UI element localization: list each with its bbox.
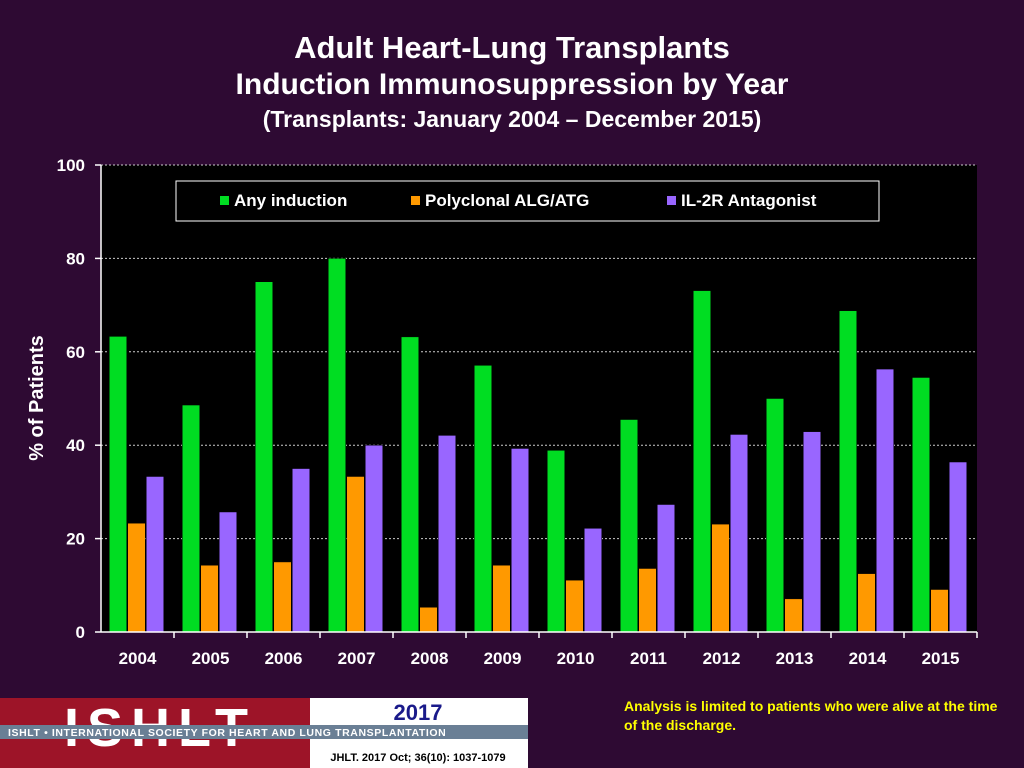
bar bbox=[182, 404, 200, 633]
y-tick-label: 40 bbox=[66, 436, 85, 455]
y-tick-label: 20 bbox=[66, 530, 85, 549]
x-tick-label: 2007 bbox=[338, 649, 376, 668]
x-tick-label: 2010 bbox=[557, 649, 595, 668]
legend-label: Polyclonal ALG/ATG bbox=[425, 191, 589, 210]
bar bbox=[255, 281, 273, 633]
bar bbox=[711, 523, 730, 633]
bar bbox=[401, 336, 419, 633]
bar bbox=[346, 476, 365, 633]
bar bbox=[109, 336, 127, 633]
bar bbox=[784, 598, 803, 633]
y-axis-label: % of Patients bbox=[26, 335, 48, 461]
gridlines bbox=[101, 164, 977, 540]
bar bbox=[803, 431, 821, 633]
bar bbox=[565, 579, 584, 633]
bar bbox=[638, 568, 657, 633]
bar bbox=[438, 435, 456, 633]
legend: Any induction Polyclonal ALG/ATG IL-2R Ant… bbox=[175, 180, 880, 222]
y-tick-label: 0 bbox=[76, 623, 85, 642]
bar bbox=[584, 528, 602, 633]
legend-label: IL-2R Antagonist bbox=[681, 191, 817, 210]
bar bbox=[730, 434, 748, 633]
bar bbox=[876, 368, 894, 633]
bar bbox=[419, 606, 438, 633]
logo-tagline: ISHLT • INTERNATIONAL SOCIETY FOR HEART … bbox=[8, 727, 446, 739]
y-tick-label: 60 bbox=[66, 343, 85, 362]
bar bbox=[365, 444, 383, 633]
bar bbox=[766, 398, 784, 633]
bar bbox=[547, 450, 565, 633]
bar bbox=[839, 310, 857, 633]
bar bbox=[127, 522, 146, 633]
x-tick-label: 2015 bbox=[922, 649, 960, 668]
bar bbox=[693, 290, 711, 633]
chart-subtitle: Induction Immunosuppression by Year bbox=[235, 68, 789, 101]
logo-year: 2017 bbox=[394, 700, 443, 725]
bar bbox=[930, 589, 949, 633]
legend-swatch bbox=[220, 196, 229, 205]
x-tick-label: 2013 bbox=[776, 649, 814, 668]
x-tick-label: 2004 bbox=[119, 649, 157, 668]
bar bbox=[949, 461, 967, 633]
bar bbox=[511, 448, 529, 633]
bar bbox=[912, 377, 930, 633]
bar bbox=[492, 564, 511, 633]
citation: JHLT. 2017 Oct; 36(10): 1037-1079 bbox=[330, 752, 505, 764]
y-tick-label: 80 bbox=[66, 249, 85, 268]
legend-box bbox=[175, 180, 880, 222]
x-tick-label: 2011 bbox=[630, 649, 667, 668]
bar bbox=[620, 419, 638, 633]
analysis-note: Analysis is limited to patients who were… bbox=[624, 698, 998, 733]
bar bbox=[474, 365, 492, 633]
bar bbox=[328, 258, 346, 633]
x-tick-labels: 2004 2005 2006 2007 2008 2009 2010 2011 2012 2013… bbox=[119, 632, 978, 668]
x-tick-label: 2009 bbox=[484, 649, 522, 668]
y-tick-label: 100 bbox=[57, 156, 85, 175]
bar bbox=[146, 476, 164, 633]
x-tick-label: 2008 bbox=[411, 649, 449, 668]
x-tick-label: 2006 bbox=[265, 649, 303, 668]
ishlt-logo: ISHLT ISHLT • INTERNATIONAL SOCIETY FOR … bbox=[0, 698, 528, 768]
plot-area bbox=[101, 165, 977, 632]
bar bbox=[657, 504, 675, 633]
legend-label: Any induction bbox=[234, 191, 347, 210]
bar bbox=[200, 564, 219, 633]
x-tick-label: 2005 bbox=[192, 649, 230, 668]
bar bbox=[857, 573, 876, 633]
x-tick-label: 2014 bbox=[849, 649, 887, 668]
bar-group bbox=[109, 258, 967, 633]
title-block: Adult Heart-Lung Transplants Induction I… bbox=[0, 30, 1024, 134]
chart-date-range: (Transplants: January 2004 – December 20… bbox=[262, 106, 762, 132]
chart-title: Adult Heart-Lung Transplants bbox=[294, 30, 730, 65]
legend-swatch bbox=[667, 196, 676, 205]
y-tick-labels: 0 20 40 60 80 100 bbox=[57, 156, 101, 642]
bar-chart: 0 20 40 60 80 100 2004 2005 2006 2007 2008 2009 201… bbox=[26, 156, 978, 668]
x-tick-label: 2012 bbox=[703, 649, 741, 668]
legend-swatch bbox=[411, 196, 420, 205]
bar bbox=[219, 511, 237, 633]
bar bbox=[292, 468, 310, 633]
bar bbox=[273, 561, 292, 633]
